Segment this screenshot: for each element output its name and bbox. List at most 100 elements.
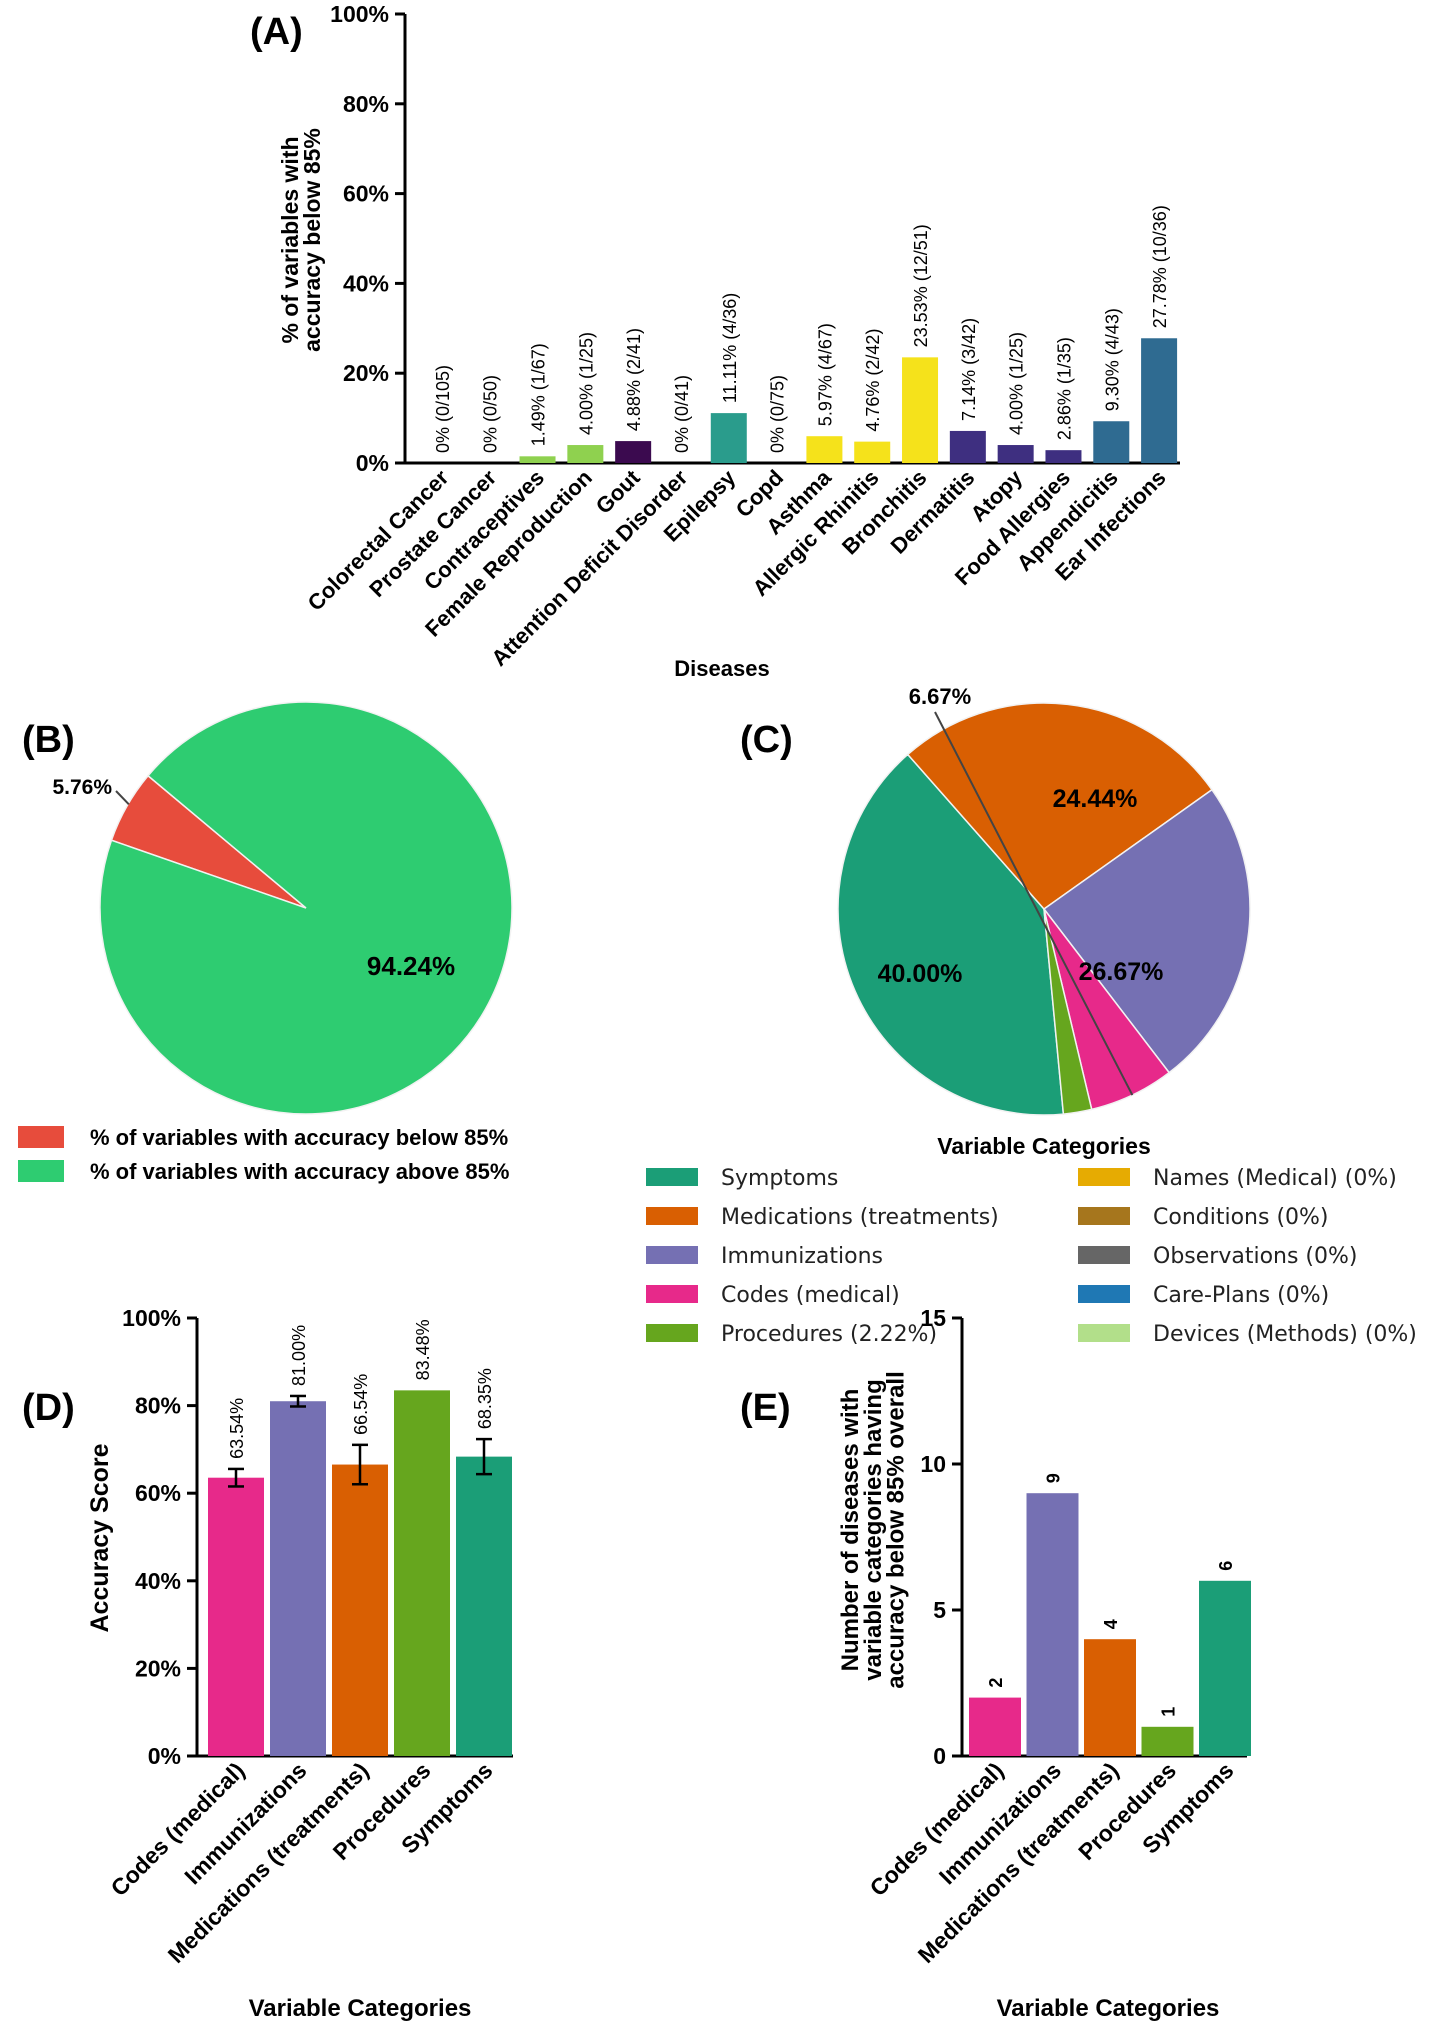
bar bbox=[902, 357, 939, 463]
panel-letter-b: (B) bbox=[22, 719, 75, 761]
legend-swatch bbox=[1078, 1285, 1130, 1303]
data-label: 4.88% (2/41) bbox=[624, 328, 644, 431]
bar bbox=[969, 1697, 1021, 1756]
slice-label: 40.00% bbox=[878, 960, 963, 988]
data-label: 23.53% (12/51) bbox=[911, 224, 931, 347]
legend-swatch bbox=[1078, 1324, 1130, 1342]
panel-c: (C) 40.00% 26.67% 24.44% 6.67% Variable Categ… bbox=[646, 684, 1417, 1347]
data-label: 63.54% bbox=[227, 1398, 247, 1459]
data-label: 0% (0/105) bbox=[433, 365, 453, 453]
data-label: 0% (0/50) bbox=[481, 375, 501, 453]
y-axis-title-line: % of variables with bbox=[277, 136, 303, 343]
data-label: 6 bbox=[1216, 1561, 1236, 1571]
legend-label: Immunizations bbox=[721, 1244, 883, 1269]
pie-slice bbox=[837, 753, 1065, 1116]
y-tick-label: 60% bbox=[135, 1480, 181, 1506]
legend-swatch bbox=[1078, 1246, 1130, 1264]
bar bbox=[615, 441, 652, 463]
data-label: 4.00% (1/25) bbox=[1007, 332, 1027, 435]
y-tick-label: 5 bbox=[933, 1597, 946, 1623]
legend-label: Symptoms bbox=[721, 1166, 838, 1191]
panel-a: (A) 0% 20% 40% 60% 80% 100% % of variables with… bbox=[250, 1, 1180, 681]
panel-b: (B) 5.76% 94.24% % of variables with accura… bbox=[18, 701, 513, 1184]
y-tick-label: 80% bbox=[135, 1393, 181, 1419]
bar bbox=[710, 413, 747, 463]
data-label: 5.97% (4/67) bbox=[815, 323, 835, 426]
legend-label: % of variables with accuracy below 85% bbox=[90, 1125, 508, 1150]
y-tick-label: 15 bbox=[920, 1305, 946, 1331]
y-tick-label: 0% bbox=[356, 450, 389, 476]
data-label: 27.78% (10/36) bbox=[1150, 205, 1170, 328]
data-label: 83.48% bbox=[413, 1319, 433, 1380]
legend-label: Observations (0%) bbox=[1153, 1244, 1358, 1269]
leader-line bbox=[115, 790, 130, 806]
pie-slice bbox=[1042, 788, 1251, 1074]
legend-swatch bbox=[1078, 1207, 1130, 1225]
data-label: 2.86% (1/35) bbox=[1054, 337, 1074, 440]
x-axis-title: Variable Categories bbox=[997, 1995, 1220, 2022]
y-tick-label: 20% bbox=[135, 1655, 181, 1681]
bar bbox=[519, 456, 556, 463]
legend-swatch bbox=[646, 1207, 698, 1225]
legend-label: % of variables with accuracy above 85% bbox=[90, 1159, 509, 1184]
bar bbox=[1141, 1726, 1194, 1756]
chart-title: Variable Categories bbox=[937, 1133, 1151, 1159]
legend-swatch bbox=[1078, 1168, 1130, 1186]
legend-label: Codes (medical) bbox=[721, 1283, 900, 1308]
bar bbox=[949, 430, 986, 463]
legend-swatch bbox=[646, 1246, 698, 1264]
y-tick-label: 100% bbox=[122, 1305, 181, 1331]
data-label: 81.00% bbox=[289, 1325, 309, 1386]
y-tick-label: 100% bbox=[330, 1, 389, 27]
pie-slice bbox=[1043, 908, 1093, 1115]
bar bbox=[208, 1477, 264, 1756]
y-axis-title-line: Number of diseases with bbox=[837, 1389, 864, 1672]
panel-letter: (E) bbox=[740, 1387, 791, 1429]
bar bbox=[1141, 338, 1178, 463]
bar bbox=[854, 441, 891, 463]
panel-e: (E) 0 5 10 15 Number of diseases withvariable… bbox=[740, 1305, 1251, 2022]
data-label: 68.35% bbox=[475, 1368, 495, 1429]
data-label: 1 bbox=[1159, 1707, 1179, 1717]
panel-letter: (D) bbox=[22, 1387, 75, 1429]
y-tick-label: 60% bbox=[343, 181, 389, 207]
y-tick-label: 80% bbox=[343, 91, 389, 117]
panel-d: (D) 0% 20% 40% 60% 80% 100% Accuracy Score 63.54… bbox=[22, 1305, 513, 2022]
slice-label: 5.76% bbox=[52, 776, 112, 799]
data-label: 7.14% (3/42) bbox=[959, 318, 979, 421]
legend-label: Medications (treatments) bbox=[721, 1205, 999, 1230]
y-tick-label: 10 bbox=[920, 1451, 946, 1477]
legend-swatch bbox=[646, 1324, 698, 1342]
legend-label: Procedures (2.22%) bbox=[721, 1322, 937, 1347]
data-label: 66.54% bbox=[351, 1374, 371, 1435]
data-label: 4.76% (2/42) bbox=[863, 329, 883, 432]
bar bbox=[332, 1464, 388, 1756]
bar bbox=[1199, 1580, 1251, 1756]
legend-label: Conditions (0%) bbox=[1153, 1205, 1329, 1230]
data-label: 9 bbox=[1044, 1473, 1064, 1483]
leader-line bbox=[934, 711, 1134, 1096]
panel-letter-c: (C) bbox=[740, 719, 793, 761]
y-tick-label: 0 bbox=[933, 1743, 946, 1769]
y-axis-title: % of variables withaccuracy below 85% bbox=[277, 128, 325, 352]
data-label: 1.49% (1/67) bbox=[529, 343, 549, 446]
y-tick-label: 0% bbox=[148, 1743, 181, 1769]
legend-swatch bbox=[646, 1168, 698, 1186]
y-axis-title: Number of diseases withvariable categori… bbox=[837, 1371, 910, 1689]
bar bbox=[394, 1390, 450, 1756]
y-axis-title-line: variable categories having bbox=[860, 1379, 887, 1680]
slice-label: 6.67% bbox=[909, 684, 971, 709]
bar bbox=[270, 1401, 326, 1756]
legend-swatch bbox=[646, 1285, 698, 1303]
data-label: 0% (0/41) bbox=[672, 375, 692, 453]
bar bbox=[1093, 421, 1130, 463]
x-axis-title: Diseases bbox=[674, 656, 769, 681]
data-label: 0% (0/75) bbox=[768, 375, 788, 453]
data-label: 4.00% (1/25) bbox=[576, 332, 596, 435]
y-axis-title-line: accuracy below 85% overall bbox=[883, 1371, 910, 1689]
pie-slice bbox=[99, 701, 513, 1115]
bar bbox=[1026, 1493, 1079, 1756]
bar bbox=[567, 445, 604, 463]
bar bbox=[1045, 450, 1082, 463]
